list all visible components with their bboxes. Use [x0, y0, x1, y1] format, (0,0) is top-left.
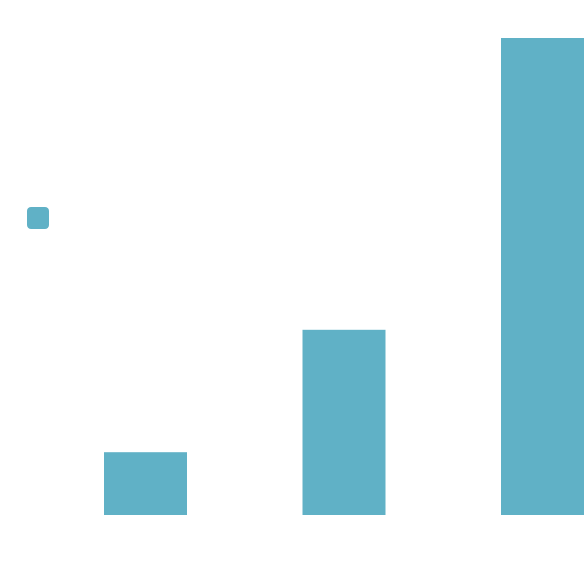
legend-swatch [27, 207, 49, 229]
bar-series [104, 38, 584, 515]
bar-3 [501, 38, 584, 515]
bar-1 [104, 452, 187, 515]
bar-2 [302, 329, 386, 515]
